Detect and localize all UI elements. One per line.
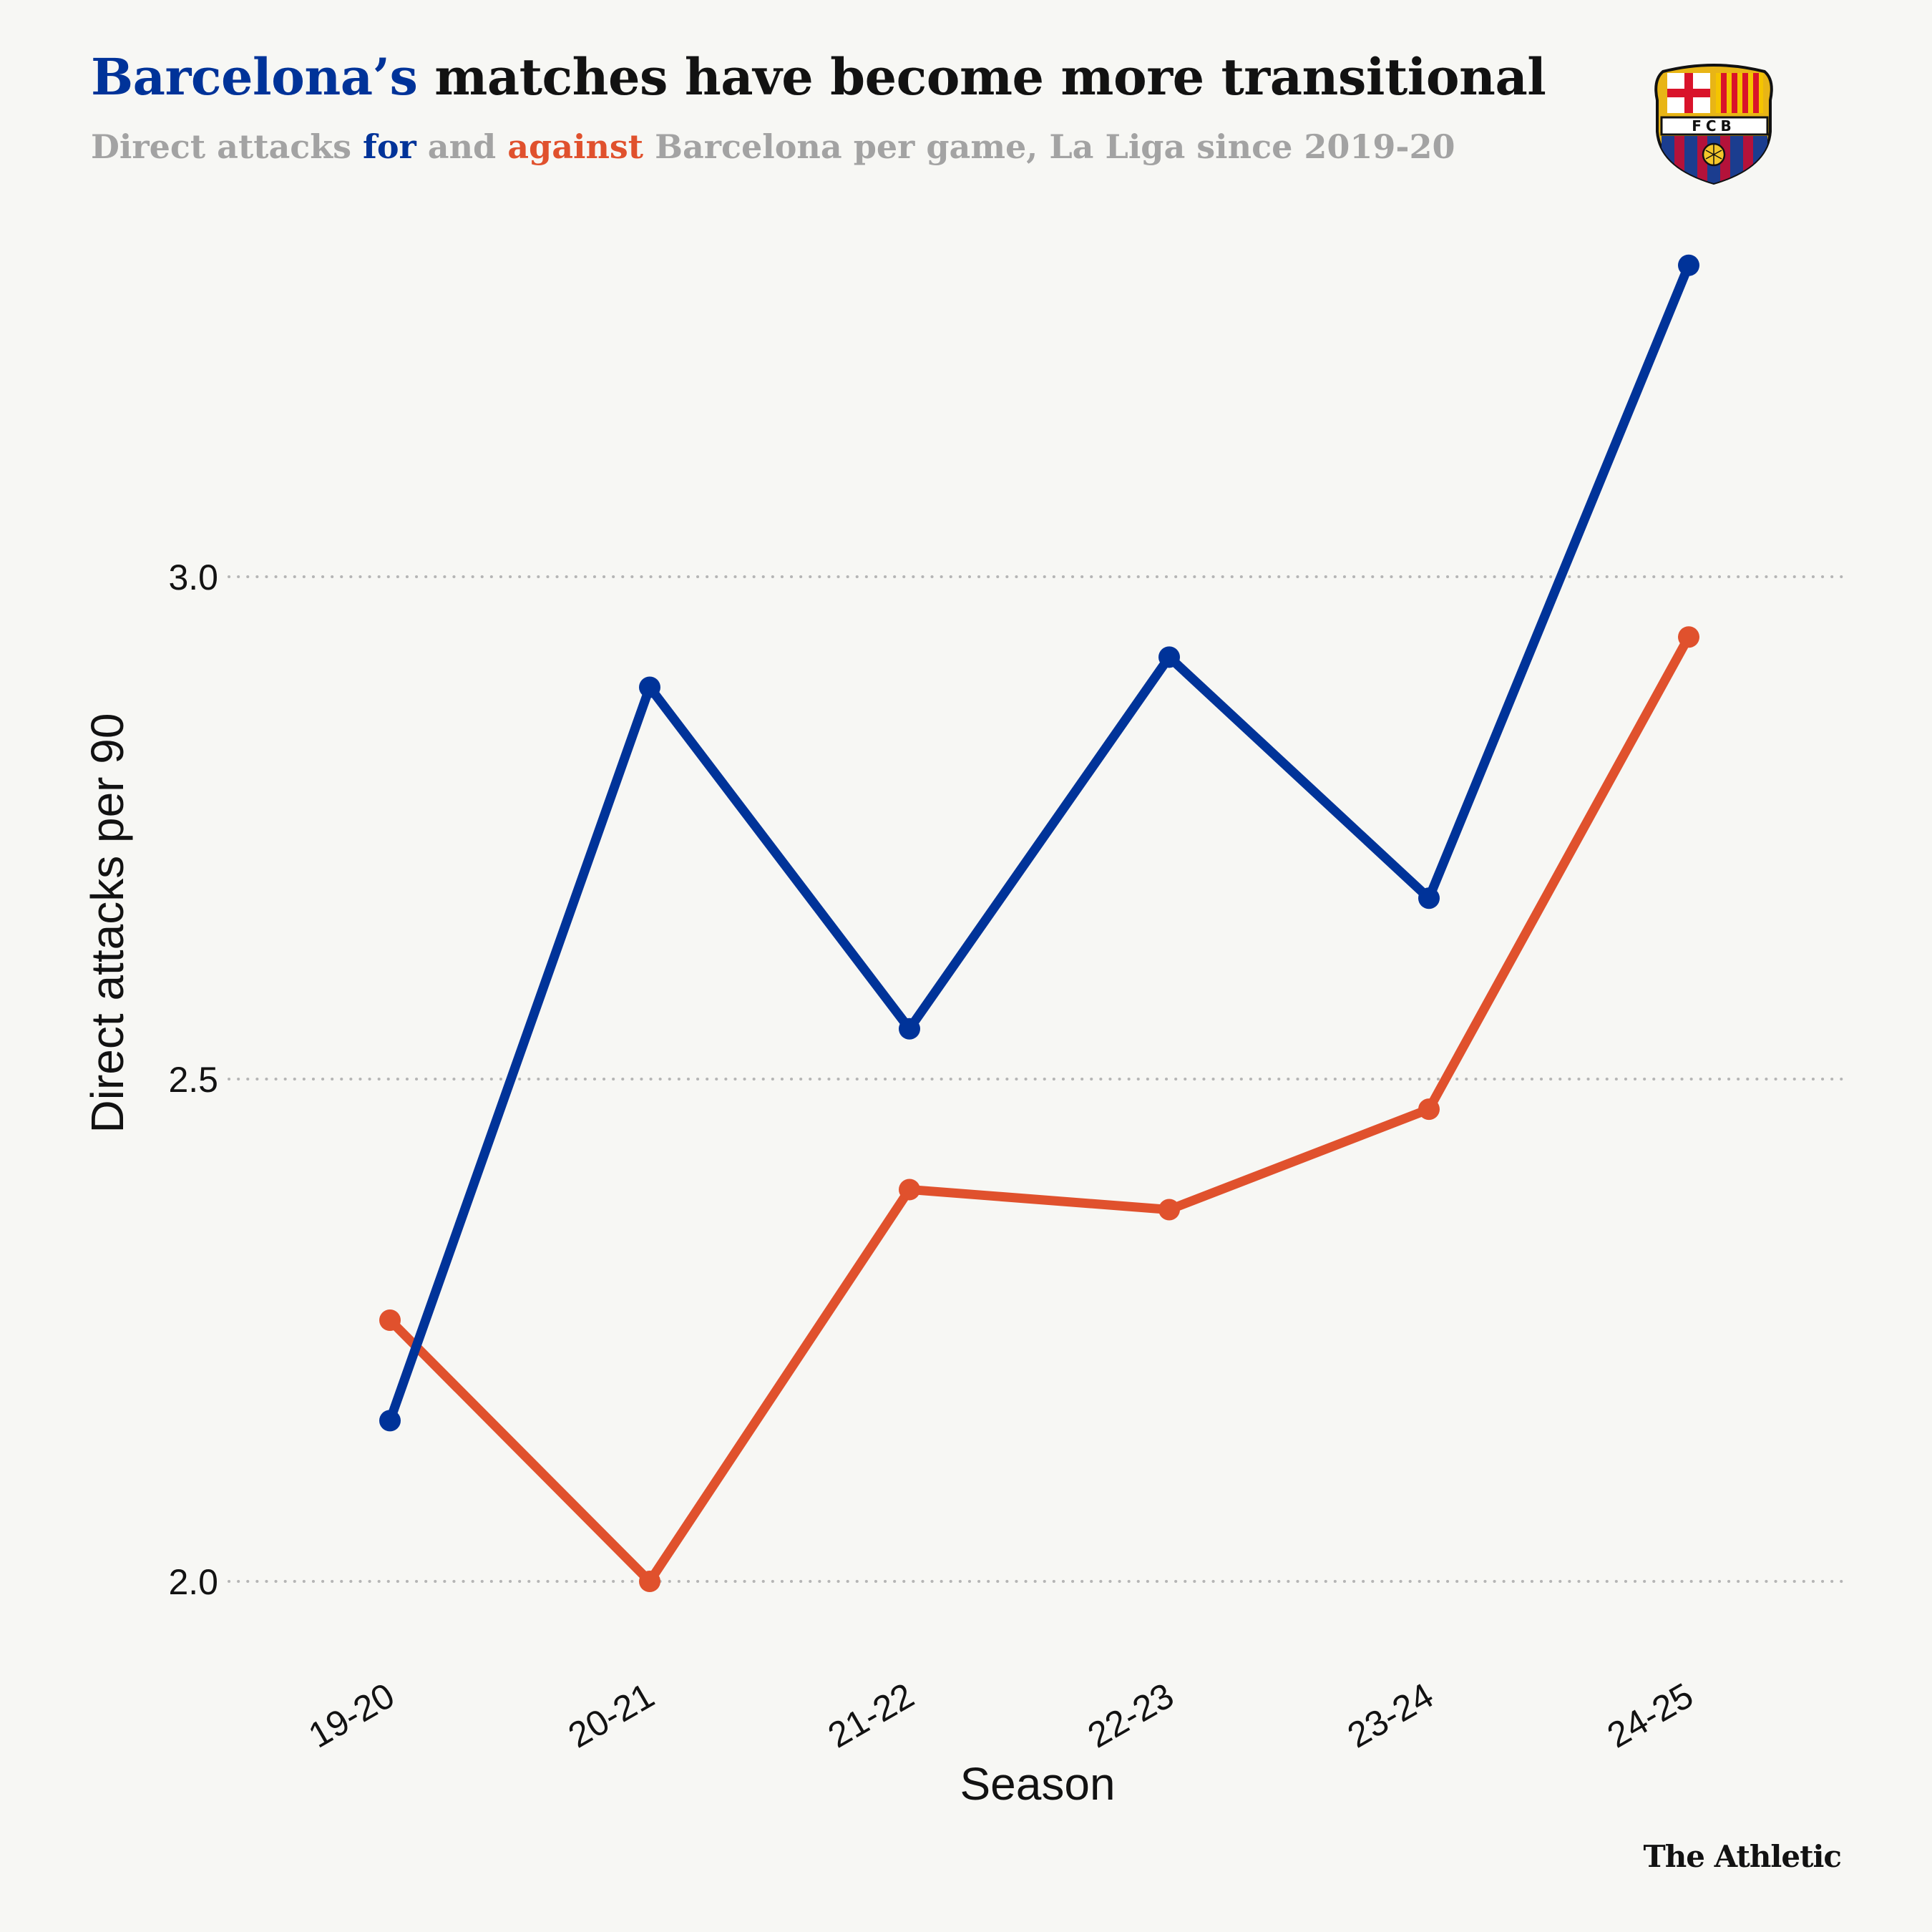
subtitle-part1: Direct attacks: [91, 127, 364, 166]
crest-text: FCB: [1692, 117, 1736, 135]
series-line-against: [385, 632, 1694, 1586]
chart-title: Barcelona’s matches have become more tra…: [91, 47, 1546, 107]
data-point-against: [379, 1309, 401, 1331]
data-point-against: [1418, 1098, 1440, 1121]
brand-logo: The Athletic: [1643, 1839, 1842, 1874]
x-tick-label: 24-25: [1601, 1675, 1700, 1755]
subtitle-against: against: [507, 127, 644, 166]
title-highlight: Barcelona’s: [91, 47, 418, 107]
data-point-for: [379, 1410, 401, 1432]
data-point-against: [899, 1179, 920, 1201]
data-point-against: [639, 1571, 660, 1592]
subtitle-for: for: [363, 127, 416, 166]
y-tick-label: 3.0: [168, 557, 218, 597]
data-point-against: [1678, 626, 1699, 648]
x-tick-label: 23-24: [1341, 1675, 1440, 1755]
data-point-for: [639, 676, 660, 698]
title-rest: matches have become more transitional: [417, 47, 1546, 107]
data-point-for: [1678, 254, 1699, 276]
x-tick-label: 20-21: [562, 1675, 661, 1755]
data-point-for: [1418, 887, 1440, 909]
subtitle-part3: Barcelona per game, La Liga since 2019-2…: [643, 127, 1455, 166]
y-tick-label: 2.0: [168, 1562, 218, 1602]
gridlines: [228, 575, 1844, 1583]
series-lines: [385, 260, 1694, 1586]
data-point-against: [1158, 1199, 1180, 1221]
y-tick-labels: 2.0 2.5 3.0: [168, 557, 218, 1602]
fc-barcelona-crest-icon: FCB: [1654, 64, 1773, 185]
x-tick-label: 22-23: [1081, 1675, 1181, 1755]
series-points: [379, 254, 1699, 1592]
chart-subtitle: Direct attacks for and against Barcelona…: [91, 127, 1455, 166]
x-tick-label: 21-22: [821, 1675, 921, 1755]
x-tick-label: 19-20: [302, 1675, 401, 1755]
y-axis-label: Direct attacks per 90: [82, 713, 133, 1133]
data-point-for: [1158, 646, 1180, 668]
data-point-for: [899, 1018, 920, 1040]
subtitle-part2: and: [416, 127, 508, 166]
x-tick-labels: 19-20 20-21 21-22 22-23 23-24 24-25: [302, 1675, 1700, 1755]
x-axis-label: Season: [960, 1758, 1115, 1810]
y-tick-label: 2.5: [168, 1060, 218, 1100]
series-line-for: [385, 260, 1694, 1425]
